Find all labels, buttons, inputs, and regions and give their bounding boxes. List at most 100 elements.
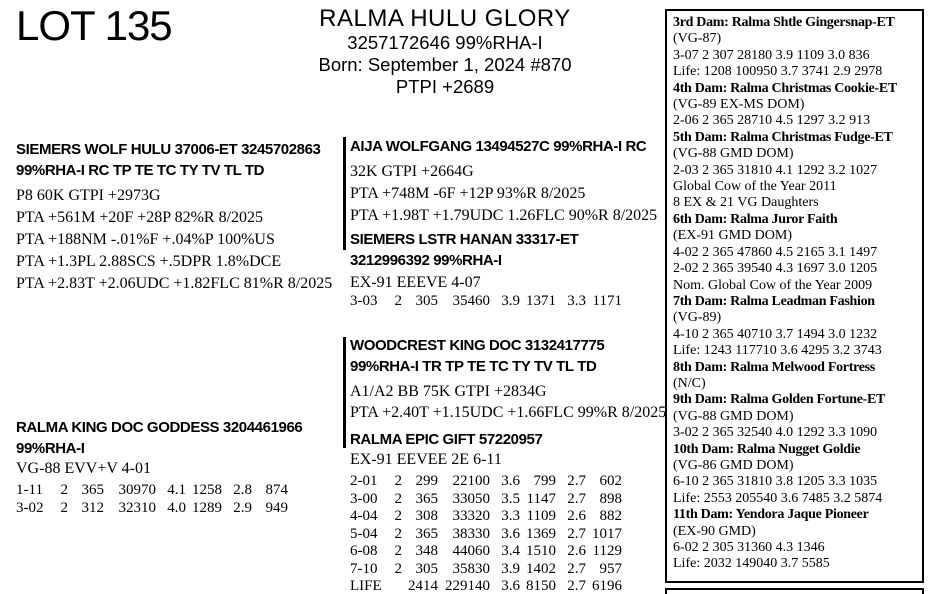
record-cell-fatpct: 3.9 bbox=[501, 293, 520, 309]
record-cell-days: 299 bbox=[415, 473, 439, 489]
record-cell-fatpct: 3.5 bbox=[501, 490, 520, 507]
record-cell-days: 305 bbox=[415, 560, 439, 577]
record-cell-n: 2 bbox=[60, 482, 69, 498]
dam-history-line: 2-02 2 365 39540 4.3 1697 3.0 1205 bbox=[673, 261, 878, 277]
record-cell-fatpct: 4.0 bbox=[167, 499, 186, 516]
record-cell-fat: 1371 bbox=[526, 293, 556, 309]
record-cell-pro: 898 bbox=[599, 490, 623, 507]
sire-name-line-2: 99%RHA-I RC TP TE TC TY TV TL TD bbox=[16, 162, 265, 179]
maternal-granddam-records: 2-01 2 299 22100 3.6 799 2.7 602 3-00 2 365 33050 3… bbox=[350, 473, 665, 594]
dam-history-line: (EX-91 GMD DOM) bbox=[673, 228, 792, 244]
record-cell-fat: 1402 bbox=[526, 560, 556, 577]
dam-history-line: (VG-88 GMD DOM) bbox=[673, 408, 794, 424]
record-cell-milk: 44060 bbox=[452, 543, 491, 559]
record-row: 3-03 2 305 35460 3.9 1371 3.3 1171 bbox=[350, 293, 665, 311]
animal-header: RALMA HULU GLORY 3257172646 99%RHA-I Bor… bbox=[280, 6, 610, 98]
dam-records: 1-11 2 365 30970 4.1 1258 2.8 874 3-02 2 312 32310… bbox=[16, 482, 344, 517]
maternal-grandsire-block: WOODCREST KING DOC 3132417775 99%RHA-I T… bbox=[350, 335, 666, 423]
record-cell-propct: 2.9 bbox=[233, 499, 252, 516]
dam-history-line: 8 EX & 21 VG Daughters bbox=[673, 195, 819, 211]
dam-history-line: 4-10 2 365 40710 3.7 1494 3.0 1232 bbox=[673, 326, 878, 342]
record-row: 4-04 2 308 33320 3.3 1109 2.6 882 bbox=[350, 508, 665, 526]
record-cell-n bbox=[386, 578, 402, 594]
dam-history-line: 8th Dam: Ralma Melwood Fortress bbox=[673, 359, 875, 375]
record-cell-days: 365 bbox=[415, 525, 439, 542]
record-cell-days: 365 bbox=[81, 482, 105, 498]
record-row: 6-08 2 348 44060 3.4 1510 2.6 1129 bbox=[350, 543, 665, 561]
record-cell-fat: 8150 bbox=[526, 578, 556, 594]
record-cell-fat: 1289 bbox=[192, 499, 222, 516]
pta-line: A1/A2 BB 75K GTPI +2834G bbox=[350, 383, 547, 400]
pta-line: PTA +748M -6F +12P 93%R 8/2025 bbox=[350, 185, 586, 202]
record-cell-n: 2 bbox=[394, 490, 403, 507]
record-cell-pro: 949 bbox=[265, 499, 289, 516]
maternal-granddam-score-line: EX-91 EEVEE 2E 6-11 bbox=[350, 451, 502, 468]
dam-history-line: Life: 2032 149040 3.7 5585 bbox=[673, 556, 830, 572]
dam-history-line: (VG-88 GMD DOM) bbox=[673, 146, 794, 162]
record-cell-age: 7-10 bbox=[350, 560, 378, 577]
dam-name-line-2: 99%RHA-I bbox=[16, 440, 85, 457]
dam-history-line: 4th Dam: Ralma Christmas Cookie-ET bbox=[673, 80, 897, 96]
record-cell-age: 2-01 bbox=[350, 473, 378, 489]
record-cell-pro: 1129 bbox=[592, 543, 622, 559]
paternal-granddam-name-line-2: 3212996392 99%RHA-I bbox=[350, 252, 502, 269]
paternal-grandsire-block: AIJA WOLFGANG 13494527C 99%RHA-I RC 32K … bbox=[350, 136, 665, 227]
dam-history-line: 7th Dam: Ralma Leadman Fashion bbox=[673, 293, 875, 309]
pta-line: P8 60K GTPI +2973G bbox=[16, 187, 161, 204]
pta-line: PTA +1.98T +1.79UDC 1.26FLC 90%R 8/2025 bbox=[350, 207, 658, 224]
dam-history-line: (VG-86 GMD DOM) bbox=[673, 457, 794, 473]
record-cell-days: 348 bbox=[415, 543, 439, 559]
record-cell-pro: 882 bbox=[599, 508, 623, 524]
record-row: 1-11 2 365 30970 4.1 1258 2.8 874 bbox=[16, 482, 344, 500]
record-cell-milk: 22100 bbox=[452, 473, 491, 489]
record-row: 5-04 2 365 38330 3.6 1369 2.7 1017 bbox=[350, 526, 665, 544]
sire-pta-lines: P8 60K GTPI +2973G PTA +561M +20F +28P 8… bbox=[16, 185, 344, 295]
record-cell-fat: 1258 bbox=[192, 482, 222, 498]
record-cell-fatpct: 3.6 bbox=[501, 525, 520, 542]
record-cell-pro: 874 bbox=[265, 482, 289, 498]
record-cell-propct: 2.6 bbox=[567, 543, 586, 559]
record-cell-n: 2 bbox=[394, 525, 403, 542]
record-cell-n: 2 bbox=[394, 473, 403, 489]
record-cell-milk: 33050 bbox=[452, 490, 491, 507]
record-row: 3-02 2 312 32310 4.0 1289 2.9 949 bbox=[16, 500, 344, 518]
record-cell-fat: 1369 bbox=[526, 525, 556, 542]
dam-history-line: 6-02 2 305 31360 4.3 1346 bbox=[673, 540, 825, 555]
sire-block: SIEMERS WOLF HULU 37006-ET 3245702863 99… bbox=[16, 139, 344, 295]
dam-history-line: Life: 1208 100950 3.7 3741 2.9 2978 bbox=[673, 64, 883, 80]
dam-history-line: 6th Dam: Ralma Juror Faith bbox=[673, 211, 838, 227]
animal-reg-line: 3257172646 99%RHA-I bbox=[347, 32, 543, 53]
record-cell-n: 2 bbox=[60, 499, 69, 516]
record-cell-age: 5-04 bbox=[350, 525, 378, 542]
pta-line: PTA +1.3PL 2.88SCS +.5DPR 1.8%DCE bbox=[16, 253, 282, 270]
record-cell-milk: 30970 bbox=[118, 482, 157, 498]
dam-history-line: 3-02 2 365 32540 4.0 1292 3.3 1090 bbox=[673, 425, 878, 441]
record-cell-fat: 1510 bbox=[526, 543, 556, 559]
record-cell-n: 2 bbox=[394, 293, 403, 309]
dam-history-line: Global Cow of the Year 2011 bbox=[673, 179, 837, 195]
dam-history-line: 3-07 2 307 28180 3.9 1109 3.0 836 bbox=[673, 47, 870, 63]
animal-ptpi-line: PTPI +2689 bbox=[395, 76, 495, 97]
record-cell-pro: 6196 bbox=[592, 578, 622, 594]
next-section-box-edge bbox=[665, 588, 924, 594]
record-cell-fatpct: 3.9 bbox=[501, 560, 520, 577]
record-cell-fat: 799 bbox=[533, 473, 557, 489]
record-cell-milk: 229140 bbox=[445, 578, 490, 594]
maternal-grandsire-pta-lines: A1/A2 BB 75K GTPI +2834G PTA +2.40T +1.1… bbox=[350, 381, 666, 423]
record-cell-fatpct: 3.4 bbox=[501, 543, 520, 559]
record-row: 2-01 2 299 22100 3.6 799 2.7 602 bbox=[350, 473, 665, 491]
dam-history-line: Life: 1243 117710 3.6 4295 3.2 3743 bbox=[673, 343, 882, 359]
pedigree-bracket-top bbox=[343, 137, 346, 250]
record-cell-n: 2 bbox=[394, 508, 403, 524]
pta-line: 32K GTPI +2664G bbox=[350, 163, 474, 180]
dam-history-box: 3rd Dam: Ralma Shtle Gingersnap-ET (VG-8… bbox=[665, 9, 924, 583]
paternal-granddam-records: 3-03 2 305 35460 3.9 1371 3.3 1171 bbox=[350, 293, 665, 311]
record-cell-pro: 957 bbox=[599, 560, 623, 577]
sire-name-line-1: SIEMERS WOLF HULU 37006-ET 3245702863 bbox=[16, 141, 321, 158]
dam-score-line: VG-88 EVV+V 4-01 bbox=[16, 460, 151, 477]
dam-history-line: 6-10 2 365 31810 3.8 1205 3.3 1035 bbox=[673, 474, 878, 490]
pta-line: PTA +188NM -.01%F +.04%P 100%US bbox=[16, 231, 275, 248]
dam-history-line: (VG-87) bbox=[673, 31, 722, 47]
record-cell-fatpct: 3.6 bbox=[501, 473, 520, 489]
